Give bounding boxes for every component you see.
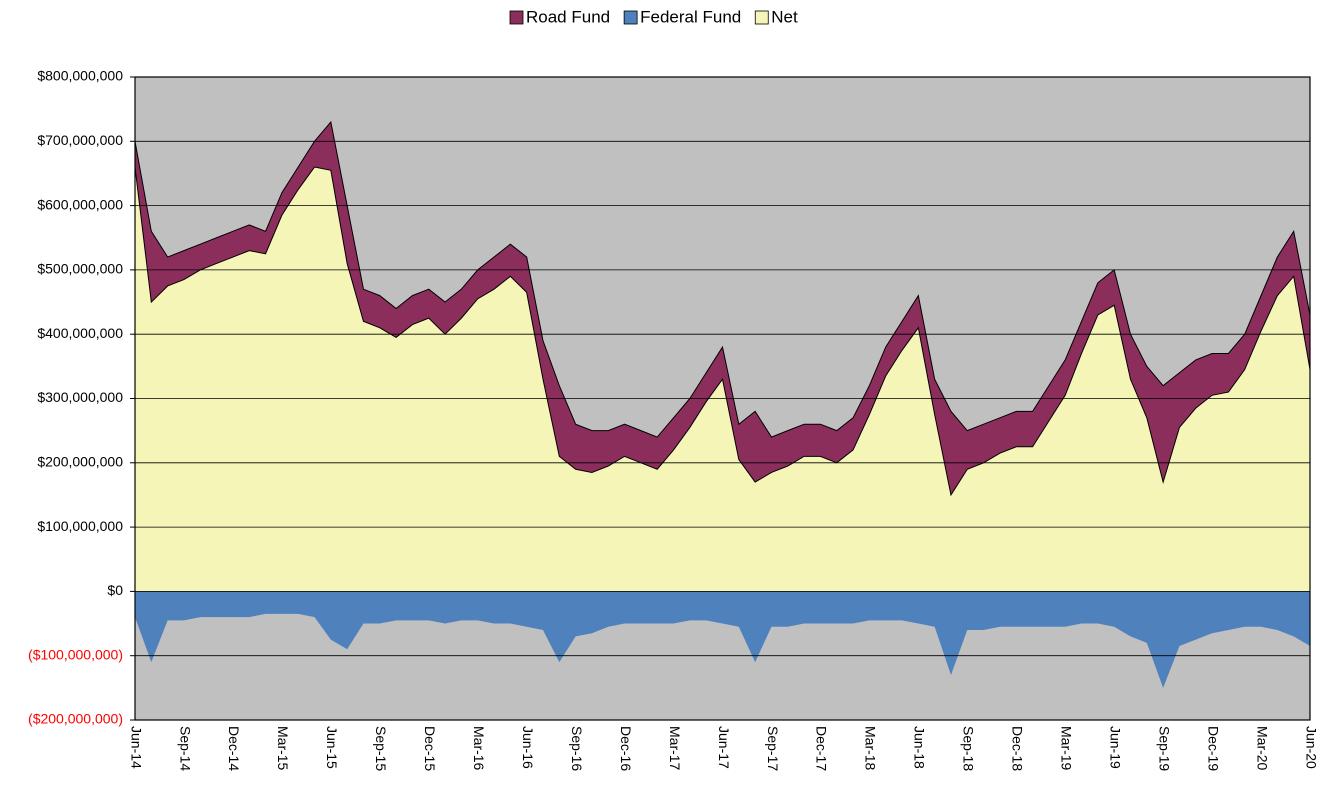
legend-swatch bbox=[623, 10, 638, 25]
y-tick-label: $100,000,000 bbox=[37, 518, 123, 534]
x-tick-label: Mar-17 bbox=[667, 726, 683, 771]
x-tick-label: Sep-14 bbox=[177, 726, 193, 771]
legend-label: Federal Fund bbox=[640, 7, 741, 26]
x-tick-label: Mar-15 bbox=[275, 726, 291, 771]
x-tick-label: Jun-14 bbox=[128, 726, 144, 769]
y-tick-label: $200,000,000 bbox=[37, 454, 123, 470]
x-tick-label: Mar-18 bbox=[863, 726, 879, 771]
x-tick-label: Dec-17 bbox=[814, 726, 830, 771]
area-outline bbox=[134, 166, 1311, 497]
x-tick-label: Sep-19 bbox=[1156, 726, 1172, 771]
x-tick-label: Dec-14 bbox=[226, 726, 242, 771]
legend-swatch bbox=[754, 10, 769, 25]
y-tick-label: $300,000,000 bbox=[37, 389, 123, 405]
x-tick-label: Sep-17 bbox=[765, 726, 781, 771]
x-tick-label: Dec-16 bbox=[618, 726, 634, 771]
legend-label: Road Fund bbox=[526, 7, 610, 26]
x-tick-label: Jun-20 bbox=[1303, 726, 1319, 769]
x-tick-label: Jun-15 bbox=[324, 726, 340, 769]
y-tick-label: $0 bbox=[107, 582, 123, 598]
area bbox=[135, 591, 1310, 688]
plot-border bbox=[134, 76, 1311, 721]
x-tick-label: Jun-19 bbox=[1107, 726, 1123, 769]
x-tick-label: Dec-18 bbox=[1010, 726, 1026, 771]
x-tick-label: Jun-17 bbox=[716, 726, 732, 769]
y-tick-label: $500,000,000 bbox=[37, 261, 123, 277]
x-tick-label: Jun-18 bbox=[912, 726, 928, 769]
y-tick-label: $600,000,000 bbox=[37, 196, 123, 212]
x-tick-label: Mar-19 bbox=[1059, 726, 1075, 771]
x-tick-label: Mar-16 bbox=[471, 726, 487, 771]
y-tick-label: $700,000,000 bbox=[37, 132, 123, 148]
legend-label: Net bbox=[771, 7, 798, 26]
y-tick-label: $800,000,000 bbox=[37, 68, 123, 84]
x-tick-label: Dec-19 bbox=[1205, 726, 1221, 771]
y-tick-label: ($100,000,000) bbox=[28, 646, 123, 662]
x-tick-label: Dec-15 bbox=[422, 726, 438, 771]
x-tick-label: Jun-16 bbox=[520, 726, 536, 769]
y-tick-label: ($200,000,000) bbox=[28, 711, 123, 727]
x-tick-label: Sep-15 bbox=[373, 726, 389, 771]
y-tick-label: $400,000,000 bbox=[37, 325, 123, 341]
x-tick-label: Sep-18 bbox=[961, 726, 977, 771]
x-tick-label: Sep-16 bbox=[569, 726, 585, 771]
x-tick-label: Mar-20 bbox=[1254, 726, 1270, 771]
legend-swatch bbox=[509, 10, 524, 25]
